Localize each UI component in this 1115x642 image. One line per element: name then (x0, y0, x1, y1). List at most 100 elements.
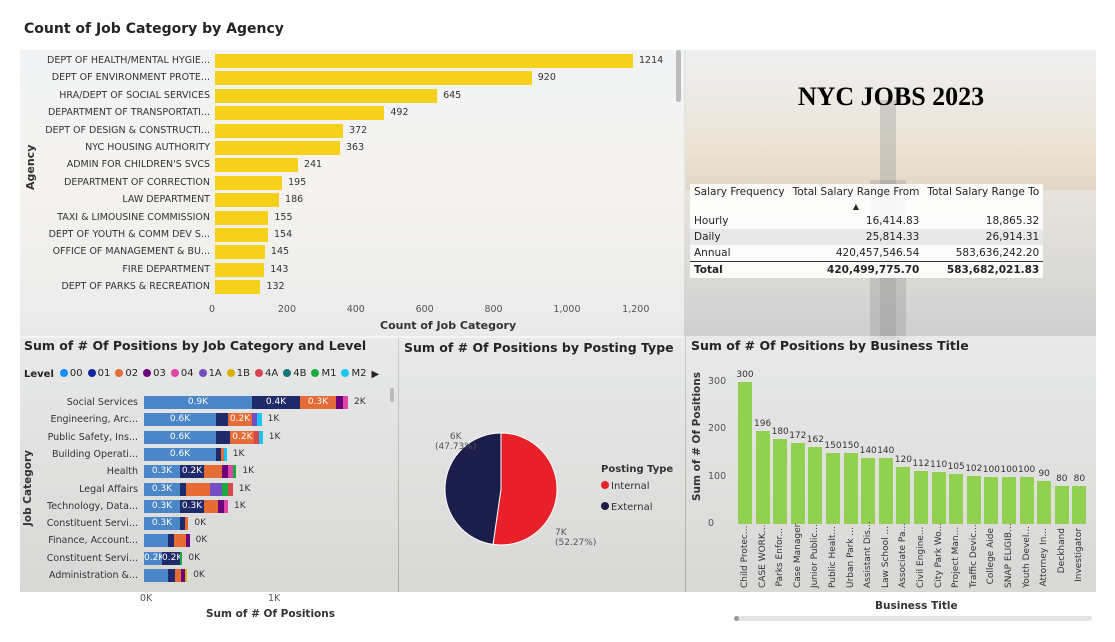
legend-item-level[interactable]: 4B (283, 368, 306, 379)
level-bar-row[interactable]: Technology, Data... 0.3K 0.3K 1K (20, 499, 390, 513)
level-bar-segment[interactable] (144, 534, 168, 548)
level-bar-row[interactable]: Constituent Servi... 0.2K 0.2K 0K (20, 551, 390, 565)
pie-slice-external[interactable] (444, 432, 502, 545)
level-bar-segment[interactable] (180, 482, 186, 496)
agency-bar-row[interactable]: DEPARTMENT OF TRANSPORTATI... 492 (20, 106, 680, 121)
level-bar-segment[interactable] (259, 430, 263, 444)
col-salary-frequency[interactable]: Salary Frequency (694, 186, 785, 198)
agency-bar-row[interactable]: DEPT OF DESIGN & CONSTRUCTI... 372 (20, 123, 680, 138)
title-bar[interactable] (755, 431, 770, 524)
title-bar[interactable] (738, 382, 752, 524)
agency-bar[interactable] (215, 88, 438, 103)
title-bar[interactable] (1072, 486, 1087, 524)
title-bar[interactable] (1037, 481, 1052, 524)
agency-bar[interactable] (215, 141, 340, 155)
level-bar-row[interactable]: Constituent Servi... 0.3K 0K (20, 517, 390, 531)
level-bar-segment[interactable] (180, 517, 185, 531)
level-bar-segment[interactable] (204, 465, 222, 479)
level-bar-segment[interactable] (218, 499, 225, 513)
agency-bar[interactable] (215, 54, 633, 68)
level-bar-segment[interactable] (343, 396, 348, 409)
title-bar[interactable] (878, 457, 893, 524)
level-bar-segment[interactable] (222, 465, 228, 479)
level-bar-row[interactable]: Public Safety, Ins... 0.6K 0.2K 1K (20, 430, 390, 444)
legend-item-level[interactable]: 1B (226, 368, 250, 379)
level-bar-segment[interactable]: 0.9K (144, 396, 252, 409)
level-bar-row[interactable]: Engineering, Arc... 0.6K 0.2K 1K (20, 413, 390, 427)
title-bar[interactable] (1019, 476, 1034, 524)
title-bar[interactable] (984, 476, 999, 524)
level-bar-segment[interactable] (204, 499, 219, 513)
legend-item-level[interactable]: 1A (198, 368, 222, 379)
level-bar-row[interactable]: Building Operati... 0.6K 1K (20, 447, 390, 461)
agency-bar-row[interactable]: LAW DEPARTMENT 186 (20, 193, 680, 208)
level-bar-segment[interactable]: 0.6K (144, 447, 216, 461)
level-bar-segment[interactable] (216, 413, 228, 427)
level-bar-segment[interactable] (186, 482, 210, 496)
level-bar-segment[interactable]: 0.2K (144, 551, 162, 565)
level-bar-segment[interactable] (184, 569, 188, 582)
level-bar-row[interactable]: Finance, Account... 0K (20, 534, 390, 548)
agency-bar[interactable] (215, 71, 532, 86)
legend-next-arrow-icon[interactable]: ▶ (371, 369, 380, 380)
agency-bar-row[interactable]: DEPT OF YOUTH & COMM DEV S... 154 (20, 228, 680, 242)
level-bar-segment[interactable] (232, 465, 237, 479)
agency-bar[interactable] (215, 228, 269, 242)
agency-bar-row[interactable]: DEPARTMENT OF CORRECTION 195 (20, 175, 680, 190)
level-bar-segment[interactable] (210, 482, 222, 496)
pie-slice-internal[interactable] (492, 432, 558, 546)
title-bar[interactable] (861, 457, 876, 524)
agency-bar[interactable] (215, 106, 385, 121)
agency-bar-row[interactable]: NYC HOUSING AUTHORITY 363 (20, 141, 680, 155)
legend-item-level[interactable]: M1 (311, 368, 336, 379)
level-bar-segment[interactable]: 0.2K (228, 413, 252, 427)
level-bar-segment[interactable]: 0.3K (180, 499, 204, 513)
agency-bar[interactable] (215, 210, 269, 225)
agency-bar[interactable] (215, 280, 261, 295)
level-bar-segment[interactable]: 0.3K (144, 499, 180, 513)
level-bar-segment[interactable] (180, 551, 183, 565)
legend-item-external[interactable]: External (601, 502, 653, 513)
level-bar-segment[interactable] (168, 534, 174, 548)
agency-bar[interactable] (215, 245, 265, 260)
level-bar-segment[interactable]: 0.6K (144, 413, 216, 427)
agency-bar[interactable] (215, 262, 265, 277)
level-scrollbar[interactable] (390, 388, 394, 402)
level-bar-segment[interactable] (256, 413, 262, 427)
level-bar-row[interactable]: Administration &... 0K (20, 569, 390, 582)
agency-bar[interactable] (215, 158, 298, 173)
level-bar-segment[interactable] (222, 482, 228, 496)
level-bar-segment[interactable] (252, 413, 257, 427)
title-bar[interactable] (826, 453, 840, 524)
title-bar[interactable] (1054, 486, 1069, 524)
legend-item-level[interactable]: 03 (143, 368, 166, 379)
level-bar-segment[interactable] (216, 447, 221, 461)
agency-bar[interactable] (215, 175, 283, 190)
level-bar-row[interactable]: Health 0.3K 0.2K 1K (20, 465, 390, 479)
col-salary-from[interactable]: Total Salary Range From ▲ (789, 184, 924, 213)
title-bar[interactable] (931, 471, 946, 524)
legend-item-level[interactable]: 02 (115, 368, 138, 379)
level-bar-segment[interactable] (175, 569, 182, 582)
level-bar-segment[interactable] (184, 517, 189, 531)
legend-item-level[interactable]: 01 (87, 368, 110, 379)
level-bar-segment[interactable]: 0.3K (144, 517, 180, 531)
level-bar-segment[interactable]: 0.3K (144, 482, 180, 496)
col-salary-to[interactable]: Total Salary Range To (927, 186, 1040, 198)
title-bar[interactable] (966, 475, 981, 524)
agency-bar-row[interactable]: DEPT OF HEALTH/MENTAL HYGIE... 1214 (20, 54, 680, 68)
legend-item-level[interactable]: 04 (170, 368, 194, 379)
level-bar-segment[interactable]: 0.6K (144, 430, 216, 444)
title-bar[interactable] (1002, 476, 1016, 524)
title-bar[interactable] (843, 453, 858, 524)
level-bar-segment[interactable] (174, 534, 186, 548)
level-bar-row[interactable]: Legal Affairs 0.3K 1K (20, 482, 390, 496)
agency-bar-row[interactable]: TAXI & LIMOUSINE COMMISSION 155 (20, 210, 680, 225)
agency-bar-row[interactable]: DEPT OF ENVIRONMENT PROTE... 920 (20, 71, 680, 86)
level-bar-segment[interactable]: 0.3K (300, 396, 336, 409)
level-bar-segment[interactable] (168, 569, 176, 582)
legend-item-level[interactable]: 4A (255, 368, 278, 379)
level-bar-segment[interactable] (336, 396, 344, 409)
title-bar[interactable] (790, 442, 805, 524)
agency-bar[interactable] (215, 193, 280, 208)
